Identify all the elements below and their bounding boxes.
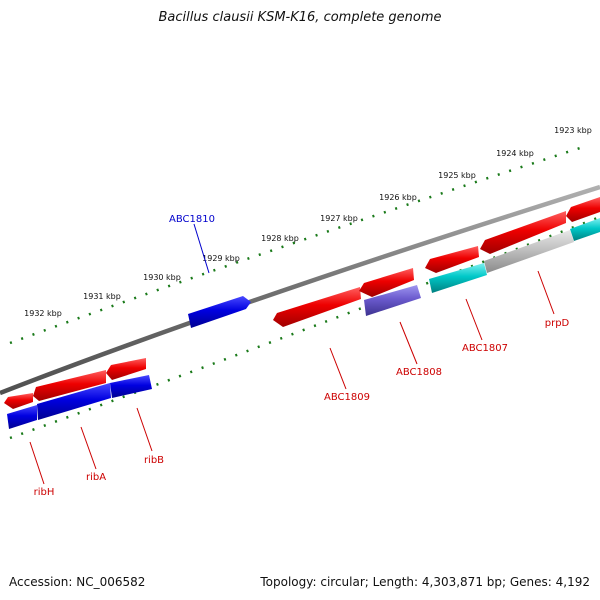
kbp-label-1927: 1927 kbp — [320, 214, 358, 223]
gene-ribB-forward[interactable] — [106, 358, 146, 380]
gene-label-prpD: prpD — [545, 318, 570, 329]
gene-right-edge[interactable] — [570, 218, 600, 241]
leader-ABC1810 — [193, 223, 210, 274]
gene-ABC1810[interactable] — [188, 296, 251, 328]
gene-prpD[interactable] — [484, 230, 574, 273]
gene-ABC1808-forward[interactable] — [359, 268, 414, 297]
leader-ABC1807 — [465, 298, 483, 341]
leader-ribA — [80, 426, 97, 470]
genome-backbone — [0, 184, 600, 396]
gene-prpD-forward[interactable] — [480, 211, 566, 254]
gene-ribH[interactable] — [7, 405, 37, 429]
gene-label-ABC1809: ABC1809 — [324, 392, 370, 403]
kbp-label-1926: 1926 kbp — [379, 193, 417, 202]
outer-tick-track — [9, 146, 581, 345]
accession-text: Accession: NC_006582 — [9, 575, 146, 589]
gene-label-ABC1810: ABC1810 — [169, 214, 215, 225]
kbp-label-1930: 1930 kbp — [143, 273, 181, 282]
gene-ribA[interactable] — [37, 383, 111, 420]
gene-label-ribB: ribB — [144, 455, 164, 466]
leader-ABC1808 — [399, 321, 418, 365]
gene-ribH-forward[interactable] — [4, 393, 33, 409]
inner-tick-track — [9, 215, 600, 440]
genome-summary-text: Topology: circular; Length: 4,303,871 bp… — [260, 575, 590, 589]
kbp-label-1929: 1929 kbp — [202, 254, 240, 263]
gene-ribB[interactable] — [110, 375, 152, 398]
kbp-label-1924: 1924 kbp — [496, 149, 534, 158]
gene-ABC1807[interactable] — [429, 263, 487, 293]
gene-right-edge-forward[interactable] — [566, 197, 600, 222]
leader-ribH — [29, 441, 45, 485]
map-title: Bacillus clausii KSM-K16, complete genom… — [158, 10, 442, 25]
gene-label-ribA: ribA — [86, 472, 106, 483]
leader-ABC1809 — [329, 347, 347, 390]
leader-ribB — [136, 407, 153, 452]
gene-label-ribH: ribH — [34, 487, 55, 498]
kbp-label-1932: 1932 kbp — [24, 309, 62, 318]
gene-ABC1807-forward[interactable] — [425, 246, 479, 273]
gene-label-ABC1808: ABC1808 — [396, 367, 442, 378]
kbp-label-1925: 1925 kbp — [438, 171, 476, 180]
gene-ABC1809-forward[interactable] — [273, 287, 361, 327]
gene-ABC1808[interactable] — [364, 285, 421, 316]
kbp-label-1928: 1928 kbp — [261, 234, 299, 243]
kbp-label-1923: 1923 kbp — [554, 126, 592, 135]
gene-label-ABC1807: ABC1807 — [462, 343, 508, 354]
kbp-label-1931: 1931 kbp — [83, 292, 121, 301]
leader-prpD — [537, 270, 555, 315]
gene-ribA-forward[interactable] — [33, 370, 106, 401]
